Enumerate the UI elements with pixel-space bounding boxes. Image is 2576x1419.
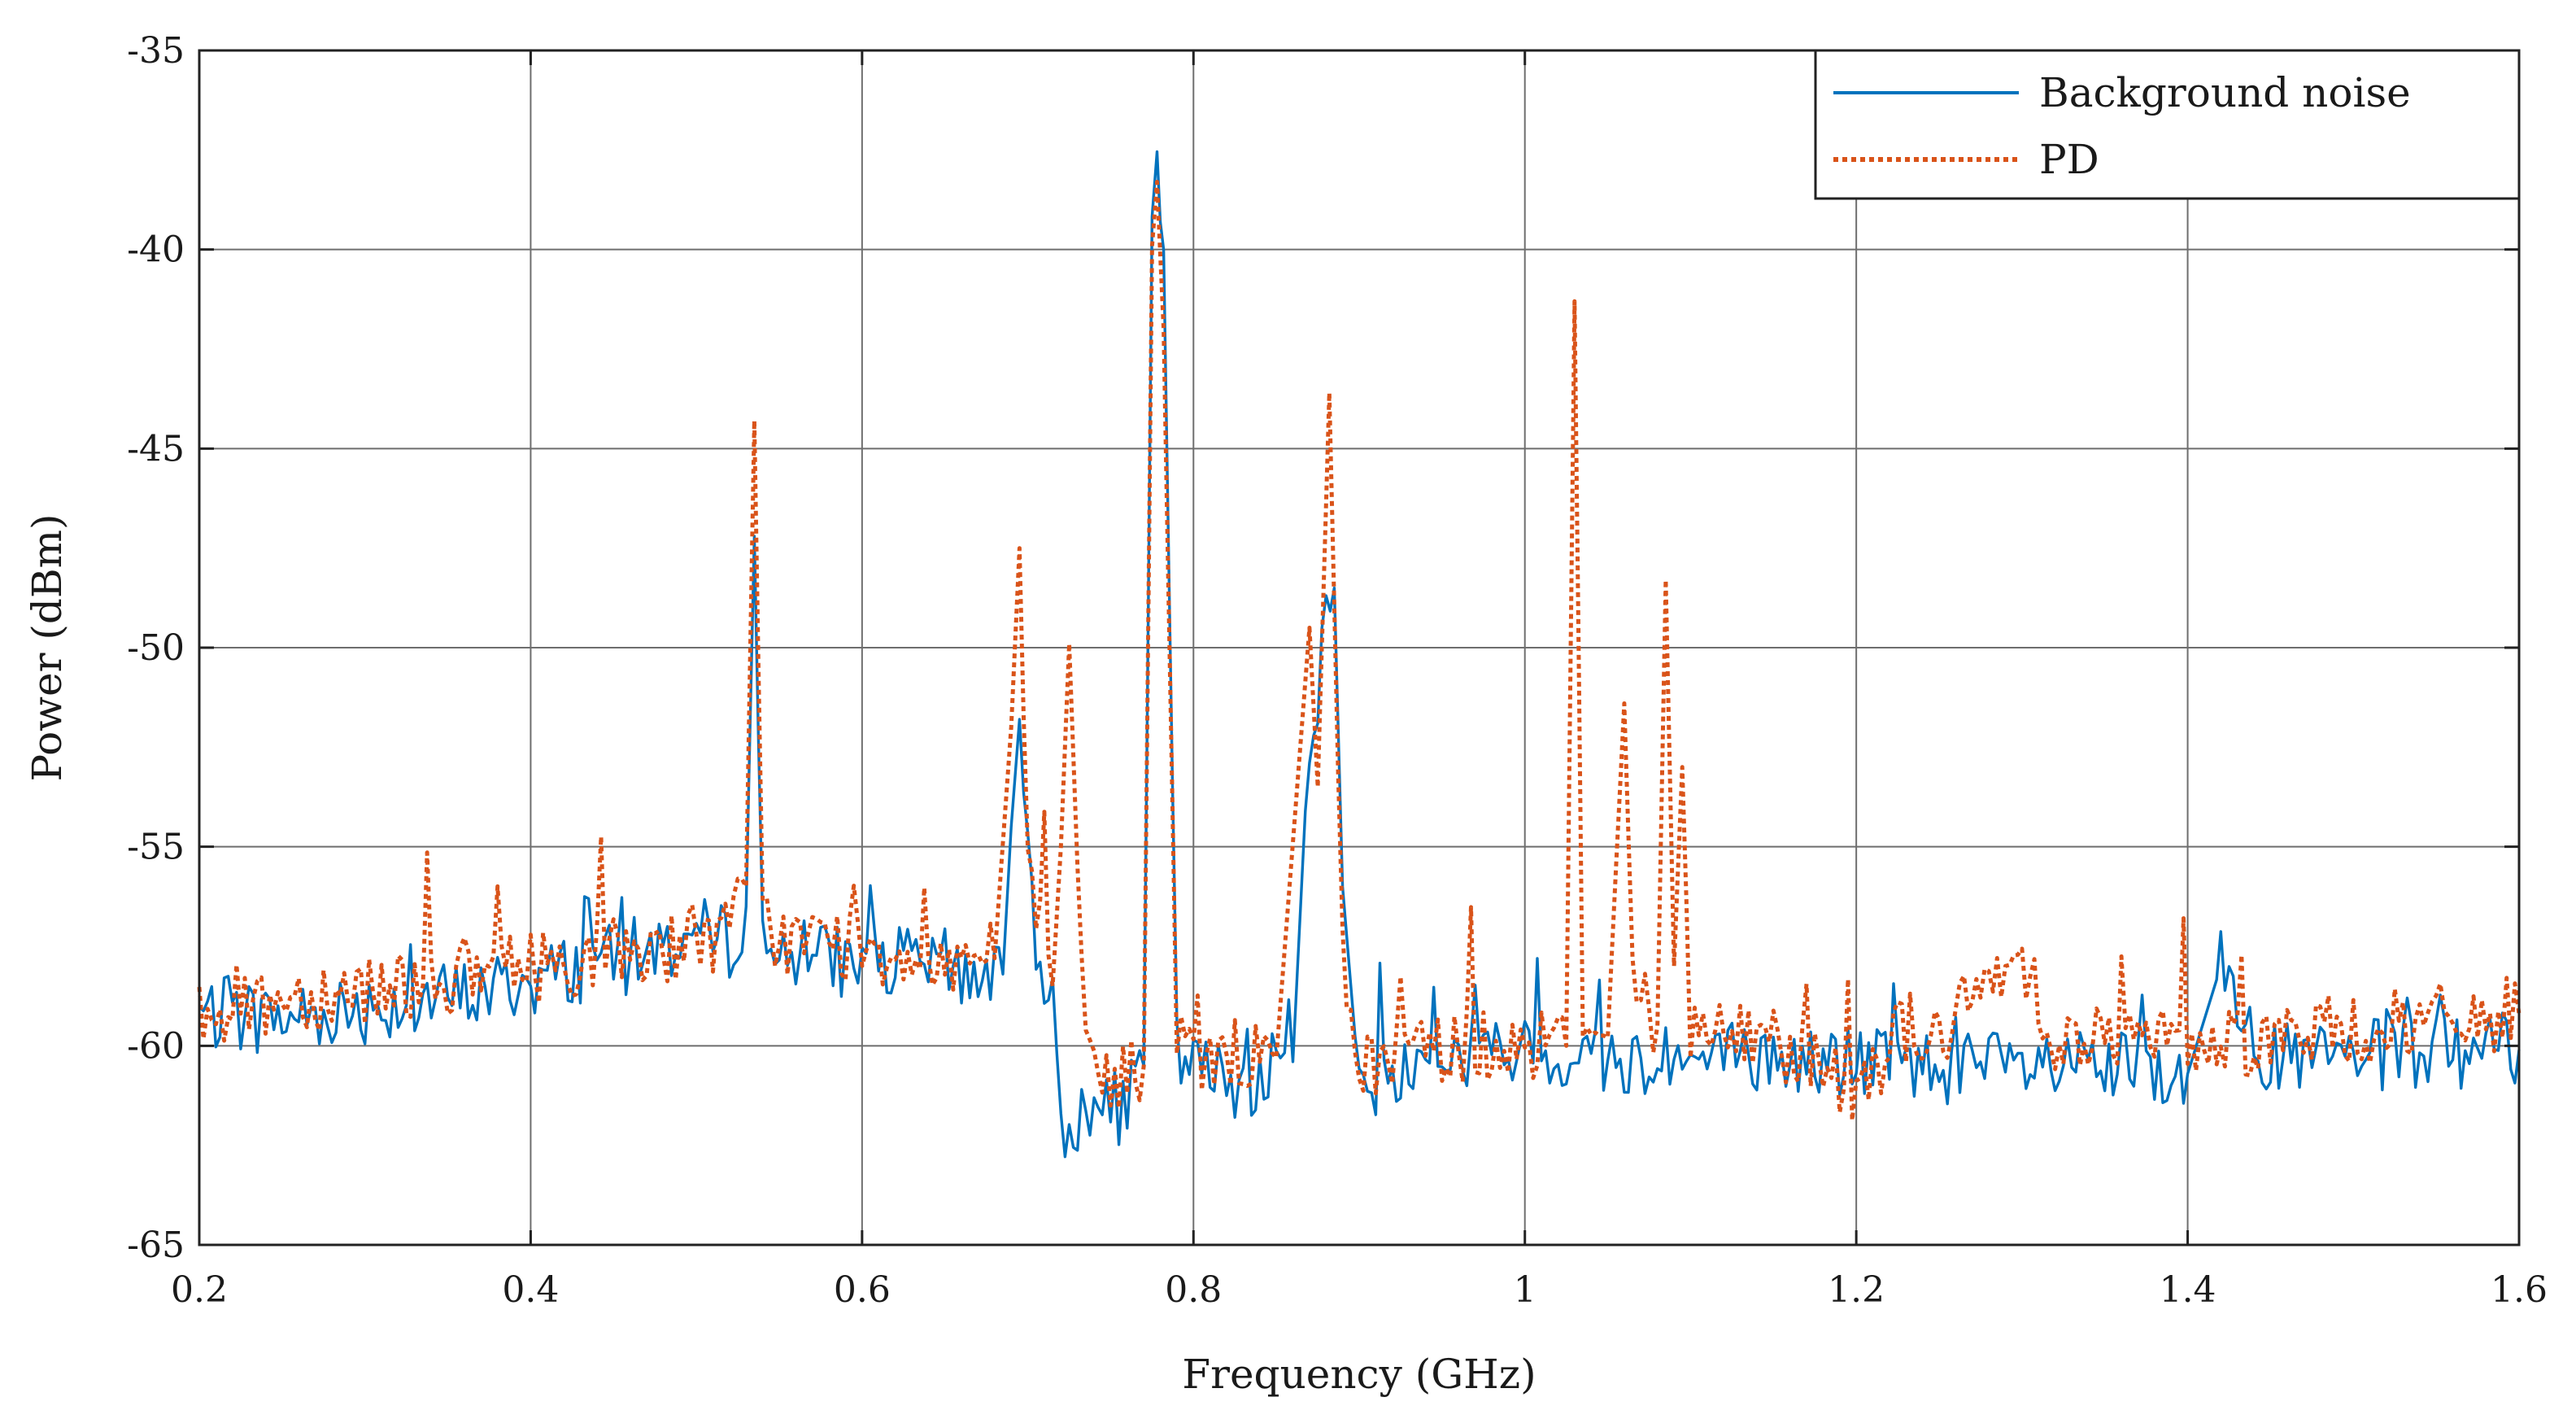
x-tick-label: 0.8 bbox=[1165, 1269, 1222, 1311]
series-line-pd bbox=[197, 180, 2522, 1123]
y-tick-label: -35 bbox=[127, 30, 185, 72]
y-axis-title: Power (dBm) bbox=[24, 513, 71, 781]
series-layer bbox=[197, 150, 2522, 1159]
y-tick-label: -65 bbox=[127, 1225, 185, 1266]
legend-label: PD bbox=[2039, 136, 2099, 183]
x-tick-label: 1.6 bbox=[2491, 1269, 2548, 1311]
x-tick-label: 0.6 bbox=[834, 1269, 891, 1311]
x-tick-label: 1 bbox=[1514, 1269, 1536, 1311]
y-tick-label: -45 bbox=[127, 428, 185, 469]
legend: Background noise PD bbox=[1814, 49, 2521, 200]
y-tick-label: -55 bbox=[127, 827, 185, 868]
legend-box bbox=[1814, 49, 2521, 200]
x-axis-title: Frequency (GHz) bbox=[1182, 1351, 1536, 1398]
grid-layer bbox=[199, 50, 2519, 1245]
series-line-background-noise bbox=[198, 150, 2521, 1159]
y-tick-label: -50 bbox=[127, 627, 185, 669]
y-tick-label: -60 bbox=[127, 1025, 185, 1067]
x-tick-label: 1.2 bbox=[1828, 1269, 1885, 1311]
x-tick-label: 0.4 bbox=[502, 1269, 559, 1311]
tick-layer: 0.2 0.4 0.6 0.8 1 1.2 1.4 1.6 -65 -60 -55 -50 -45 -40… bbox=[127, 30, 2548, 1311]
x-tick-label: 1.4 bbox=[2160, 1269, 2216, 1311]
y-tick-label: -40 bbox=[127, 229, 185, 271]
x-tick-label: 0.2 bbox=[171, 1269, 228, 1311]
legend-label: Background noise bbox=[2039, 69, 2411, 116]
